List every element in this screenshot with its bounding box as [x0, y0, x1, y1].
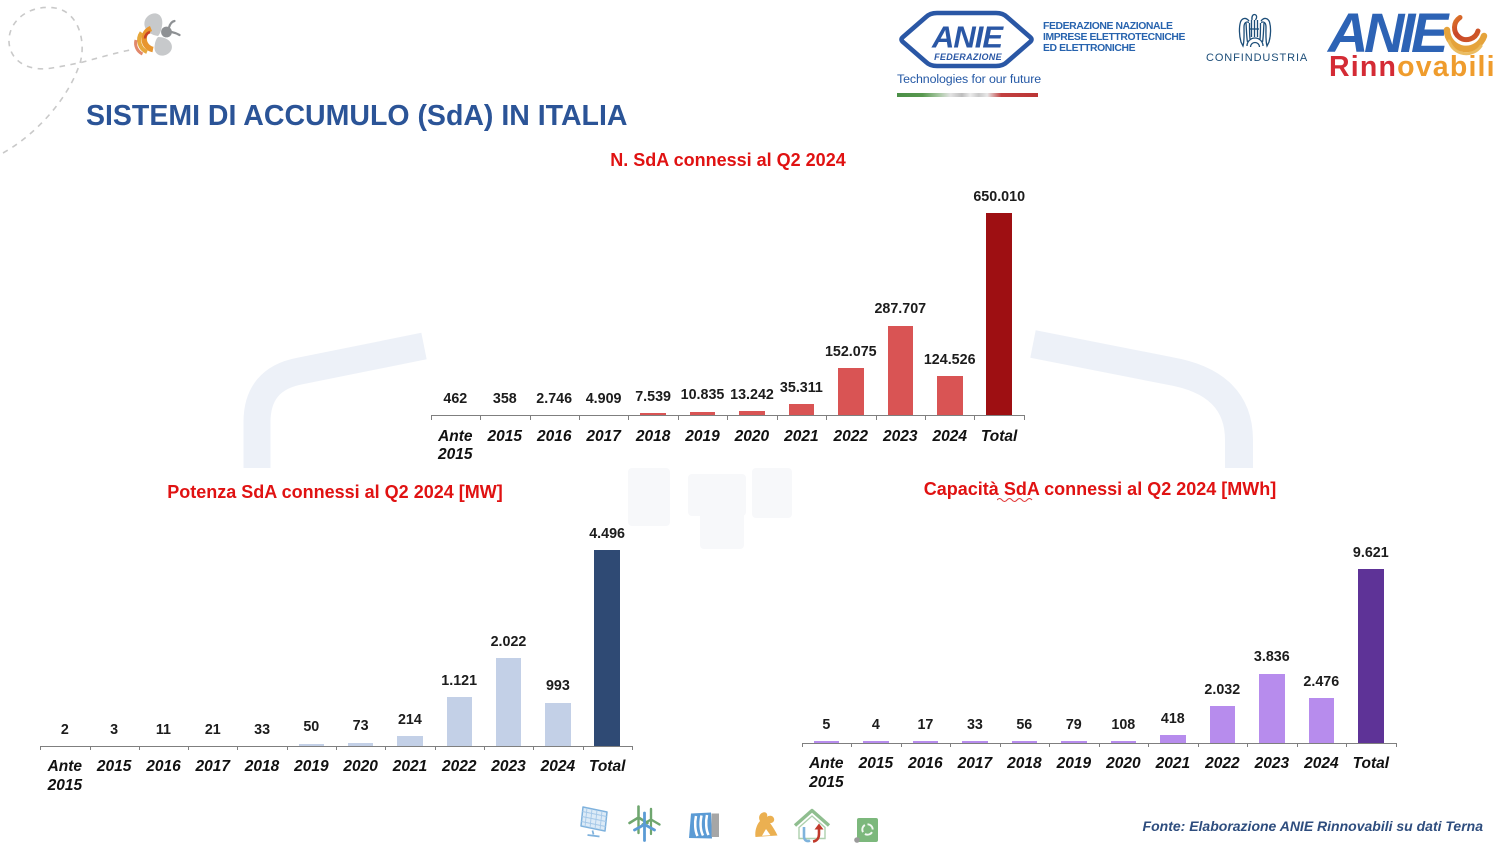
svg-text:FEDERAZIONE: FEDERAZIONE	[934, 52, 1002, 62]
svg-text:ANIE: ANIE	[931, 20, 1004, 55]
